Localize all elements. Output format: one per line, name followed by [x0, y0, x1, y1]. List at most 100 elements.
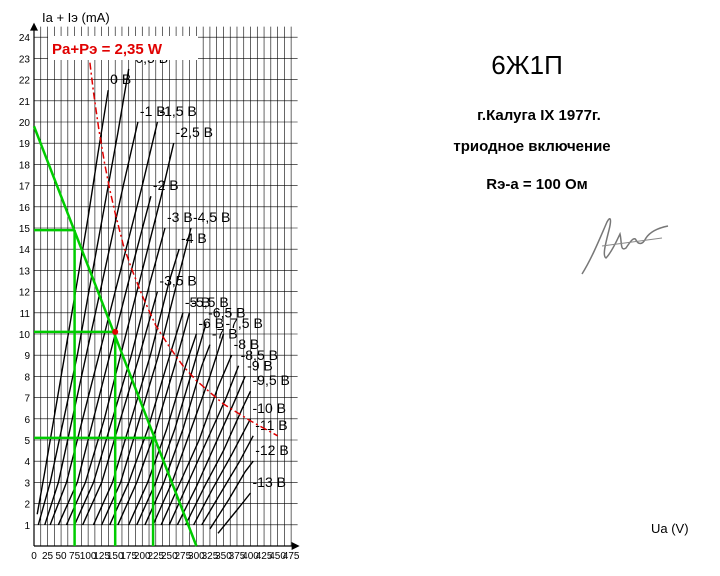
y-tick-label: 16: [19, 203, 31, 214]
y-tick-label: 23: [19, 54, 31, 65]
curve-label: -13 В: [253, 474, 286, 490]
curve-line: [57, 196, 152, 526]
y-axis-arrow: [30, 22, 38, 31]
curve-line: [184, 390, 252, 526]
curve-line: [128, 333, 198, 526]
y-tick-label: 18: [19, 160, 31, 171]
curve-line: [36, 90, 109, 515]
x-tick-labels: 0 25 50 75 100125150175200225250275300325350…: [31, 551, 300, 562]
curve-label: -10 В: [253, 400, 286, 416]
x-tick-label: 275: [175, 551, 192, 562]
curve-label: -5,5 В: [191, 294, 228, 310]
curve-label: -3 В: [167, 209, 193, 225]
curve-label: -8,5 В: [241, 347, 278, 363]
x-tick-label: 125: [93, 551, 110, 562]
curve-line: [101, 227, 192, 526]
info-box-2: [425, 130, 637, 160]
curve-line: [160, 354, 233, 526]
x-tick-label: 225: [147, 551, 164, 562]
x-tick-label: 350: [215, 551, 232, 562]
curve-label: -12 В: [255, 442, 288, 458]
x-tick-label: 0: [31, 551, 37, 562]
y-tick-label: 8: [24, 372, 30, 383]
operating-point-marker: [112, 328, 119, 335]
curve-line: [82, 291, 159, 526]
x-tick-label: 25: [42, 551, 54, 562]
curve-line: [168, 365, 240, 526]
curve-line: [37, 68, 130, 525]
curve-line: [152, 333, 225, 526]
x-tick-label: 250: [161, 551, 178, 562]
y-tick-label: 3: [24, 478, 30, 489]
curve-label: -7 В: [212, 326, 238, 342]
power-label-box: [48, 36, 198, 60]
curve-label: -11 В: [255, 417, 287, 433]
y-tick-label: 13: [19, 266, 31, 277]
curve-line: [209, 460, 254, 530]
curve-label: -2,5 В: [176, 124, 213, 140]
curve-line: [144, 344, 211, 526]
y-axis-label: Ia + Iэ (mA): [42, 10, 110, 25]
power-limit-label: Pa+Pэ = 2,35 W: [52, 41, 163, 58]
y-tick-label: 19: [19, 139, 31, 150]
curve-label: -8 В: [234, 336, 260, 352]
curve-line: [193, 418, 252, 526]
origin-annotation: г.Калуга IX 1977г.: [477, 107, 601, 124]
curve-line: [73, 227, 166, 526]
x-tick-label: 150: [107, 551, 124, 562]
x-tick-label: 75: [69, 551, 81, 562]
y-tick-label: 10: [19, 330, 31, 341]
y-tick-label: 20: [19, 118, 31, 129]
x-tick-label: 425: [256, 551, 273, 562]
y-tick-label: 24: [19, 33, 31, 44]
curve-label: -1 В: [140, 103, 166, 119]
curve-line: [201, 435, 254, 526]
x-tick-label: 375: [229, 551, 246, 562]
y-tick-label: 6: [24, 415, 30, 426]
x-tick-label: 300: [188, 551, 205, 562]
x-axis-arrow: [291, 542, 300, 550]
y-tick-label: 22: [19, 76, 31, 87]
y-tick-label: 11: [20, 309, 31, 320]
x-tick-label: 175: [120, 551, 137, 562]
load-line-group: [32, 125, 198, 547]
curve-label: -4,5 В: [193, 209, 230, 225]
info-box-3: [462, 170, 612, 196]
y-tick-label: 2: [24, 500, 30, 511]
y-tick-label: 5: [24, 436, 30, 447]
curve-line: [136, 323, 207, 526]
signature: [581, 217, 669, 275]
y-tick-label: 7: [24, 394, 30, 405]
x-axis-label: Ua (V): [651, 521, 689, 536]
x-tick-label: 200: [134, 551, 151, 562]
axes: [30, 22, 300, 550]
curve-line: [176, 376, 246, 526]
curve-label: -9,5 В: [253, 372, 290, 388]
curve-label: -1,5 В: [159, 103, 196, 119]
x-tick-label: 100: [80, 551, 97, 562]
y-tick-label: 12: [19, 288, 31, 299]
x-tick-label: 475: [283, 551, 300, 562]
curve-label: -4 В: [181, 230, 207, 246]
curve-label: -5 В: [185, 294, 211, 310]
curve-line: [44, 121, 139, 526]
curve-label: -6,5 В: [208, 304, 245, 320]
curve-label: -6 В: [198, 315, 224, 331]
curve-line: [217, 492, 252, 534]
y-tick-label: 14: [19, 245, 31, 256]
curve-line: [109, 312, 184, 526]
y-tick-label: 9: [24, 351, 30, 362]
mode-annotation: триодное включение: [453, 138, 610, 155]
curve-label: -7,5 В: [225, 315, 262, 331]
x-tick-label: 50: [56, 551, 68, 562]
curve-label: 0 В: [110, 71, 131, 87]
curve-line: [117, 312, 191, 526]
y-tick-label: 17: [19, 182, 31, 193]
y-tick-label: 4: [24, 457, 30, 468]
x-tick-label: 400: [242, 551, 259, 562]
curve-line: [49, 121, 159, 526]
chart-title: 6Ж1П: [491, 50, 563, 80]
resistance-annotation: Rэ-а = 100 Ом: [486, 176, 588, 193]
